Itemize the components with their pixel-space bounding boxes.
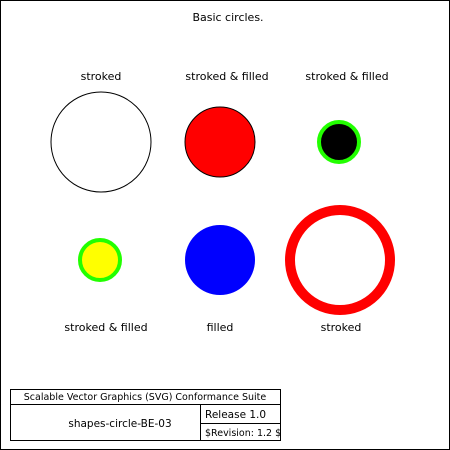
circle-stroked — [50, 91, 152, 193]
footer-revision: $Revision: 1.2 $ — [205, 428, 281, 439]
circle-label-4: stroked & filled — [64, 321, 147, 334]
conformance-footer: Scalable Vector Graphics (SVG) Conforman… — [10, 389, 281, 441]
circle-label-2: stroked & filled — [185, 70, 268, 83]
circle-filled-blue — [185, 225, 255, 295]
footer-frame — [10, 389, 281, 441]
circle-label-6: stroked — [321, 321, 362, 334]
circle-stroked-filled-yellow — [78, 238, 122, 282]
circle-stroked-filled-red — [184, 106, 256, 178]
page-title: Basic circles. — [192, 11, 263, 24]
footer-test-name: shapes-circle-BE-03 — [68, 418, 171, 430]
circle-label-3: stroked & filled — [305, 70, 388, 83]
circle-stroked-thick-red — [285, 205, 395, 315]
footer-release: Release 1.0 — [205, 409, 266, 421]
circle-label-5: filled — [207, 321, 234, 334]
circle-label-1: stroked — [81, 70, 122, 83]
circle-stroked-filled-black — [317, 120, 361, 164]
footer-suite-name: Scalable Vector Graphics (SVG) Conforman… — [24, 392, 267, 403]
